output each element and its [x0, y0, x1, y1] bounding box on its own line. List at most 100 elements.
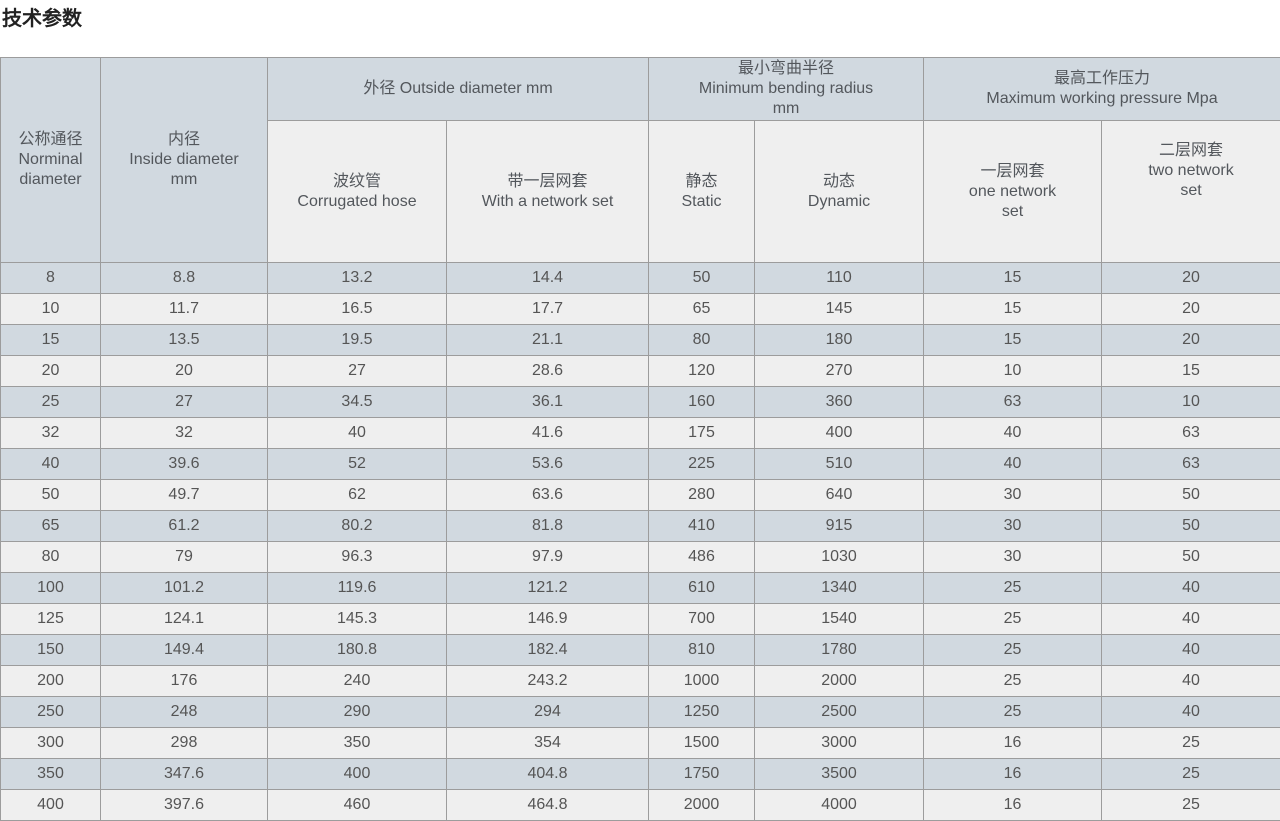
cell: 101.2 [101, 573, 268, 604]
page-title: 技术参数 [2, 8, 1280, 31]
cell: 280 [649, 480, 755, 511]
cell: 14.4 [447, 263, 649, 294]
cell: 50 [649, 263, 755, 294]
cell: 145.3 [268, 604, 447, 635]
cell: 40 [924, 418, 1102, 449]
cell: 243.2 [447, 666, 649, 697]
header-group-row: 公称通径 Norminal diameter 内径 Inside diamete… [1, 58, 1280, 121]
cell: 40 [268, 418, 447, 449]
cell: 25 [1102, 759, 1280, 790]
cell: 50 [1102, 511, 1280, 542]
cell: 16 [924, 790, 1102, 821]
cell: 146.9 [447, 604, 649, 635]
cell: 400 [1, 790, 101, 821]
cell: 25 [924, 666, 1102, 697]
cell: 160 [649, 387, 755, 418]
header-corrugated-hose: 波纹管 Corrugated hose [268, 121, 447, 263]
header-two-network-set: 二层网套 two network set [1102, 121, 1280, 263]
cell: 30 [924, 480, 1102, 511]
cell: 404.8 [447, 759, 649, 790]
cell: 200 [1, 666, 101, 697]
cell: 145 [755, 294, 924, 325]
cell: 63 [924, 387, 1102, 418]
cell: 3500 [755, 759, 924, 790]
cell: 20 [1102, 263, 1280, 294]
cell: 32 [101, 418, 268, 449]
cell: 40 [1102, 604, 1280, 635]
cell: 8 [1, 263, 101, 294]
header-with-network-set: 带一层网套 With a network set [447, 121, 649, 263]
cell: 810 [649, 635, 755, 666]
cell: 25 [924, 697, 1102, 728]
cell: 10 [924, 356, 1102, 387]
cell: 460 [268, 790, 447, 821]
cell: 63 [1102, 418, 1280, 449]
cell: 30 [924, 511, 1102, 542]
cell: 294 [447, 697, 649, 728]
cell: 360 [755, 387, 924, 418]
cell: 240 [268, 666, 447, 697]
cell: 182.4 [447, 635, 649, 666]
cell: 119.6 [268, 573, 447, 604]
cell: 32 [1, 418, 101, 449]
header-group-max-working-pressure: 最高工作压力 Maximum working pressure Mpa [924, 58, 1280, 121]
cell: 290 [268, 697, 447, 728]
cell: 50 [1, 480, 101, 511]
cell: 80 [1, 542, 101, 573]
cell: 4000 [755, 790, 924, 821]
header-nominal-diameter: 公称通径 Norminal diameter [1, 58, 101, 263]
cell: 79 [101, 542, 268, 573]
cell: 149.4 [101, 635, 268, 666]
cell: 225 [649, 449, 755, 480]
header-two-network-set-label: 二层网套 two network set [1148, 141, 1233, 201]
cell: 96.3 [268, 542, 447, 573]
cell: 25 [924, 573, 1102, 604]
cell: 27 [101, 387, 268, 418]
cell: 250 [1, 697, 101, 728]
cell: 1000 [649, 666, 755, 697]
cell: 40 [1102, 666, 1280, 697]
page: 技术参数 公称通径 Norminal diameter 内径 Inside di… [0, 8, 1280, 821]
cell: 39.6 [101, 449, 268, 480]
cell: 25 [1, 387, 101, 418]
cell: 16 [924, 728, 1102, 759]
cell: 397.6 [101, 790, 268, 821]
header-dynamic: 动态 Dynamic [755, 121, 924, 263]
cell: 110 [755, 263, 924, 294]
cell: 25 [924, 635, 1102, 666]
cell: 100 [1, 573, 101, 604]
cell: 2500 [755, 697, 924, 728]
cell: 65 [1, 511, 101, 542]
header-static: 静态 Static [649, 121, 755, 263]
cell: 510 [755, 449, 924, 480]
cell: 350 [268, 728, 447, 759]
cell: 25 [1102, 790, 1280, 821]
cell: 20 [1, 356, 101, 387]
cell: 350 [1, 759, 101, 790]
cell: 80.2 [268, 511, 447, 542]
cell: 125 [1, 604, 101, 635]
cell: 1780 [755, 635, 924, 666]
cell: 81.8 [447, 511, 649, 542]
cell: 10 [1, 294, 101, 325]
spec-table-head: 公称通径 Norminal diameter 内径 Inside diamete… [1, 58, 1280, 263]
cell: 61.2 [101, 511, 268, 542]
cell: 27 [268, 356, 447, 387]
cell: 15 [924, 294, 1102, 325]
cell: 298 [101, 728, 268, 759]
cell: 410 [649, 511, 755, 542]
cell: 2000 [755, 666, 924, 697]
cell: 40 [924, 449, 1102, 480]
cell: 150 [1, 635, 101, 666]
